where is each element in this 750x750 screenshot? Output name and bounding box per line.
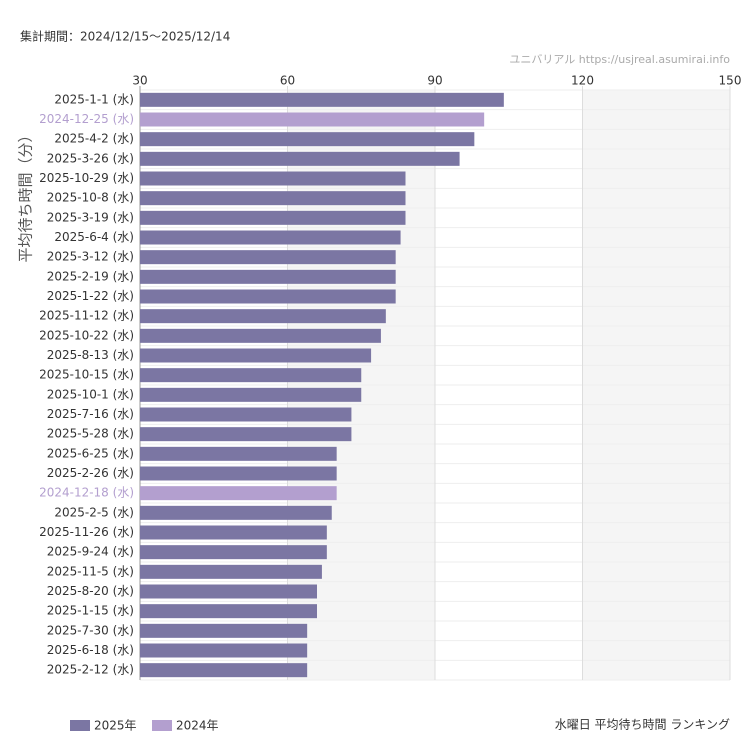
bar (140, 505, 332, 520)
x-tick-label: 30 (132, 74, 147, 88)
bar (140, 289, 396, 304)
bar (140, 112, 485, 127)
bar (140, 171, 406, 186)
y-tick-label: 2025-2-5 (水) (54, 505, 134, 519)
y-tick-label: 2025-2-12 (水) (47, 663, 134, 677)
bar (140, 309, 386, 324)
bar (140, 545, 327, 560)
y-tick-label: 2025-11-5 (水) (47, 564, 134, 578)
y-tick-label: 2025-5-28 (水) (47, 427, 134, 441)
bar (140, 210, 406, 225)
bar (140, 525, 327, 540)
y-tick-label: 2025-1-22 (水) (47, 289, 134, 303)
y-axis-label: 平均待ち時間（分） (17, 127, 35, 262)
legend-label: 2025年 (94, 719, 137, 733)
legend-swatch (152, 720, 172, 731)
y-tick-label: 2025-11-12 (水) (39, 309, 134, 323)
y-tick-label: 2025-6-25 (水) (47, 446, 134, 460)
y-tick-label: 2025-10-8 (水) (47, 191, 134, 205)
bar (140, 250, 396, 265)
source: ユニバリアル https://usjreal.asumirai.info (509, 53, 730, 66)
bar (140, 407, 352, 422)
bar (140, 604, 317, 619)
bar (140, 446, 337, 461)
y-tick-label: 2025-4-2 (水) (54, 132, 134, 146)
y-tick-label: 2025-10-29 (水) (39, 171, 134, 185)
bar (140, 191, 406, 206)
y-tick-label: 2025-1-1 (水) (54, 92, 134, 106)
y-tick-label: 2025-8-20 (水) (47, 584, 134, 598)
y-tick-label: 2025-9-24 (水) (47, 545, 134, 559)
bar (140, 269, 396, 284)
period: 集計期間：2024/12/15～2025/12/14 (20, 29, 230, 44)
bar (140, 348, 372, 363)
bar (140, 584, 317, 599)
bar (140, 230, 401, 245)
caption: 水曜日 平均待ち時間 ランキング (555, 718, 730, 732)
bar (140, 92, 504, 107)
legend-swatch (70, 720, 90, 731)
x-tick-label: 60 (280, 74, 295, 88)
bar (140, 387, 362, 402)
legend-label: 2024年 (176, 719, 219, 733)
bar (140, 368, 362, 383)
y-tick-label: 2025-11-26 (水) (39, 525, 134, 539)
bar (140, 623, 308, 638)
y-tick-label: 2025-7-30 (水) (47, 623, 134, 637)
y-tick-label: 2025-6-4 (水) (54, 230, 134, 244)
y-tick-label: 2025-7-16 (水) (47, 407, 134, 421)
x-tick-label: 150 (719, 74, 742, 88)
y-tick-label: 2025-10-15 (水) (39, 368, 134, 382)
y-tick-label: 2025-2-19 (水) (47, 269, 134, 283)
y-tick-label: 2024-12-25 (水) (39, 112, 134, 126)
bar (140, 486, 337, 501)
y-tick-label: 2025-3-26 (水) (47, 151, 134, 165)
x-tick-label: 90 (427, 74, 442, 88)
y-tick-label: 2025-1-15 (水) (47, 604, 134, 618)
bar (140, 643, 308, 658)
bar (140, 427, 352, 442)
bar (140, 663, 308, 678)
bar (140, 151, 460, 166)
y-tick-label: 2025-10-1 (水) (47, 387, 134, 401)
y-tick-label: 2025-2-26 (水) (47, 466, 134, 480)
y-tick-label: 2025-6-18 (水) (47, 643, 134, 657)
bar (140, 132, 475, 147)
y-tick-label: 2024-12-18 (水) (39, 486, 134, 500)
x-tick-label: 120 (571, 74, 594, 88)
y-tick-label: 2025-10-22 (水) (39, 328, 134, 342)
bar (140, 466, 337, 481)
y-tick-label: 2025-3-12 (水) (47, 250, 134, 264)
y-tick-label: 2025-8-13 (水) (47, 348, 134, 362)
bar (140, 328, 381, 343)
y-tick-label: 2025-3-19 (水) (47, 210, 134, 224)
bar (140, 564, 322, 579)
